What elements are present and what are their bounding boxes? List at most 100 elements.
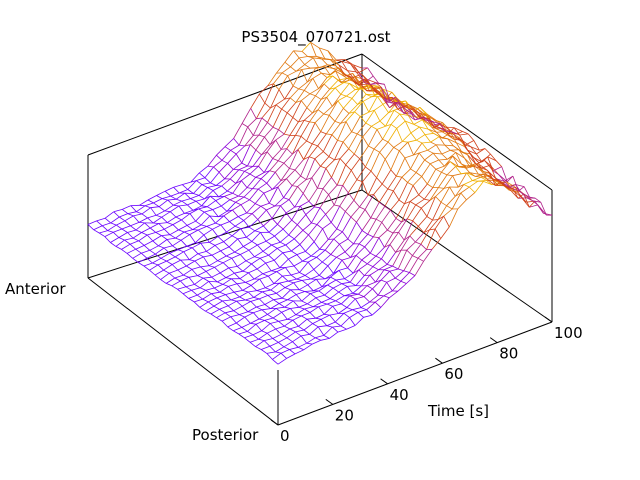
- mesh-line: [258, 332, 268, 340]
- mesh-line: [248, 272, 255, 280]
- mesh-line: [352, 73, 359, 84]
- mesh-line: [506, 181, 516, 188]
- mesh-line: [317, 168, 327, 189]
- mesh-line: [301, 333, 310, 337]
- mesh-line: [254, 225, 264, 232]
- mesh-line: [318, 303, 328, 308]
- mesh-line: [99, 230, 108, 234]
- mesh-line: [354, 101, 364, 113]
- mesh-line: [322, 134, 333, 152]
- mesh-line: [412, 255, 419, 259]
- mesh-line: [199, 287, 206, 291]
- mesh-line: [247, 126, 254, 136]
- mesh-line: [372, 75, 380, 84]
- mesh-line: [419, 126, 429, 130]
- mesh-line: [163, 269, 170, 274]
- mesh-line: [362, 170, 372, 182]
- mesh-line: [375, 90, 382, 97]
- mesh-line: [352, 292, 359, 295]
- mesh-line: [356, 166, 366, 180]
- mesh-line: [241, 180, 248, 188]
- mesh-line: [401, 168, 411, 178]
- mesh-line: [342, 216, 352, 232]
- mesh-line: [198, 206, 208, 210]
- mesh-line: [413, 142, 423, 156]
- mesh-line: [409, 226, 419, 237]
- mesh-line: [403, 270, 410, 273]
- mesh-line: [463, 166, 471, 173]
- mesh-line: [372, 258, 382, 267]
- mesh-line: [313, 269, 320, 276]
- mesh-line: [272, 108, 282, 128]
- mesh-line: [332, 303, 342, 307]
- mesh-line: [305, 241, 315, 252]
- mesh-line: [357, 312, 364, 318]
- mesh-line: [331, 123, 341, 135]
- x-tick-mark: [380, 378, 388, 385]
- mesh-line: [378, 229, 388, 238]
- mesh-line: [312, 318, 322, 324]
- mesh-line: [228, 267, 235, 274]
- mesh-line: [275, 325, 285, 330]
- mesh-line: [273, 260, 281, 268]
- mesh-line: [389, 96, 396, 102]
- mesh-line: [346, 298, 356, 308]
- mesh-line: [335, 321, 342, 327]
- mesh-line: [110, 237, 120, 243]
- mesh-line: [376, 129, 383, 140]
- mesh-line: [304, 290, 314, 292]
- mesh-line: [292, 85, 299, 90]
- mesh-line: [101, 225, 108, 231]
- mesh-line: [267, 72, 277, 86]
- mesh-line: [427, 183, 434, 188]
- mesh-line: [322, 222, 332, 230]
- mesh-line: [437, 215, 444, 220]
- mesh-line: [212, 229, 219, 237]
- mesh-line: [455, 152, 465, 159]
- mesh-line: [116, 220, 126, 226]
- mesh-line: [442, 137, 448, 140]
- mesh-line: [317, 145, 324, 152]
- mesh-line: [289, 168, 296, 171]
- mesh-line: [146, 253, 156, 259]
- mesh-line: [233, 327, 243, 332]
- mesh-line: [326, 321, 336, 327]
- mesh-line: [309, 333, 316, 339]
- mesh-line: [270, 282, 280, 291]
- mesh-line: [115, 246, 122, 250]
- mesh-line: [294, 230, 304, 240]
- mesh-line: [222, 300, 229, 307]
- mesh-line: [309, 312, 316, 319]
- mesh-line: [210, 171, 220, 184]
- mesh-line: [348, 104, 358, 114]
- mesh-line: [422, 119, 432, 127]
- mesh-line: [296, 275, 306, 280]
- mesh-line: [344, 243, 354, 253]
- mesh-line: [258, 314, 268, 320]
- mesh-line: [270, 303, 280, 309]
- mesh-line: [215, 200, 222, 207]
- mesh-line: [360, 307, 367, 311]
- mesh-line: [240, 228, 247, 238]
- mesh-line: [278, 342, 285, 348]
- mesh-line: [149, 264, 159, 271]
- mesh-line: [225, 277, 232, 280]
- mesh-line: [229, 221, 236, 227]
- mesh-line: [303, 143, 313, 160]
- mesh-line: [157, 264, 164, 271]
- mesh-line: [230, 149, 237, 155]
- mesh-line: [189, 229, 199, 235]
- mesh-line: [297, 224, 304, 231]
- mesh-line: [233, 138, 240, 146]
- mesh-line: [146, 257, 153, 264]
- mesh-line: [314, 206, 321, 209]
- mesh-line: [302, 222, 312, 231]
- mesh-line: [413, 119, 423, 125]
- mesh-line: [320, 319, 328, 326]
- mesh-line: [316, 214, 326, 225]
- mesh-line: [246, 177, 256, 188]
- mesh-line: [293, 50, 300, 59]
- mesh-line: [299, 284, 308, 291]
- mesh-line: [255, 177, 262, 180]
- mesh-line: [292, 149, 299, 155]
